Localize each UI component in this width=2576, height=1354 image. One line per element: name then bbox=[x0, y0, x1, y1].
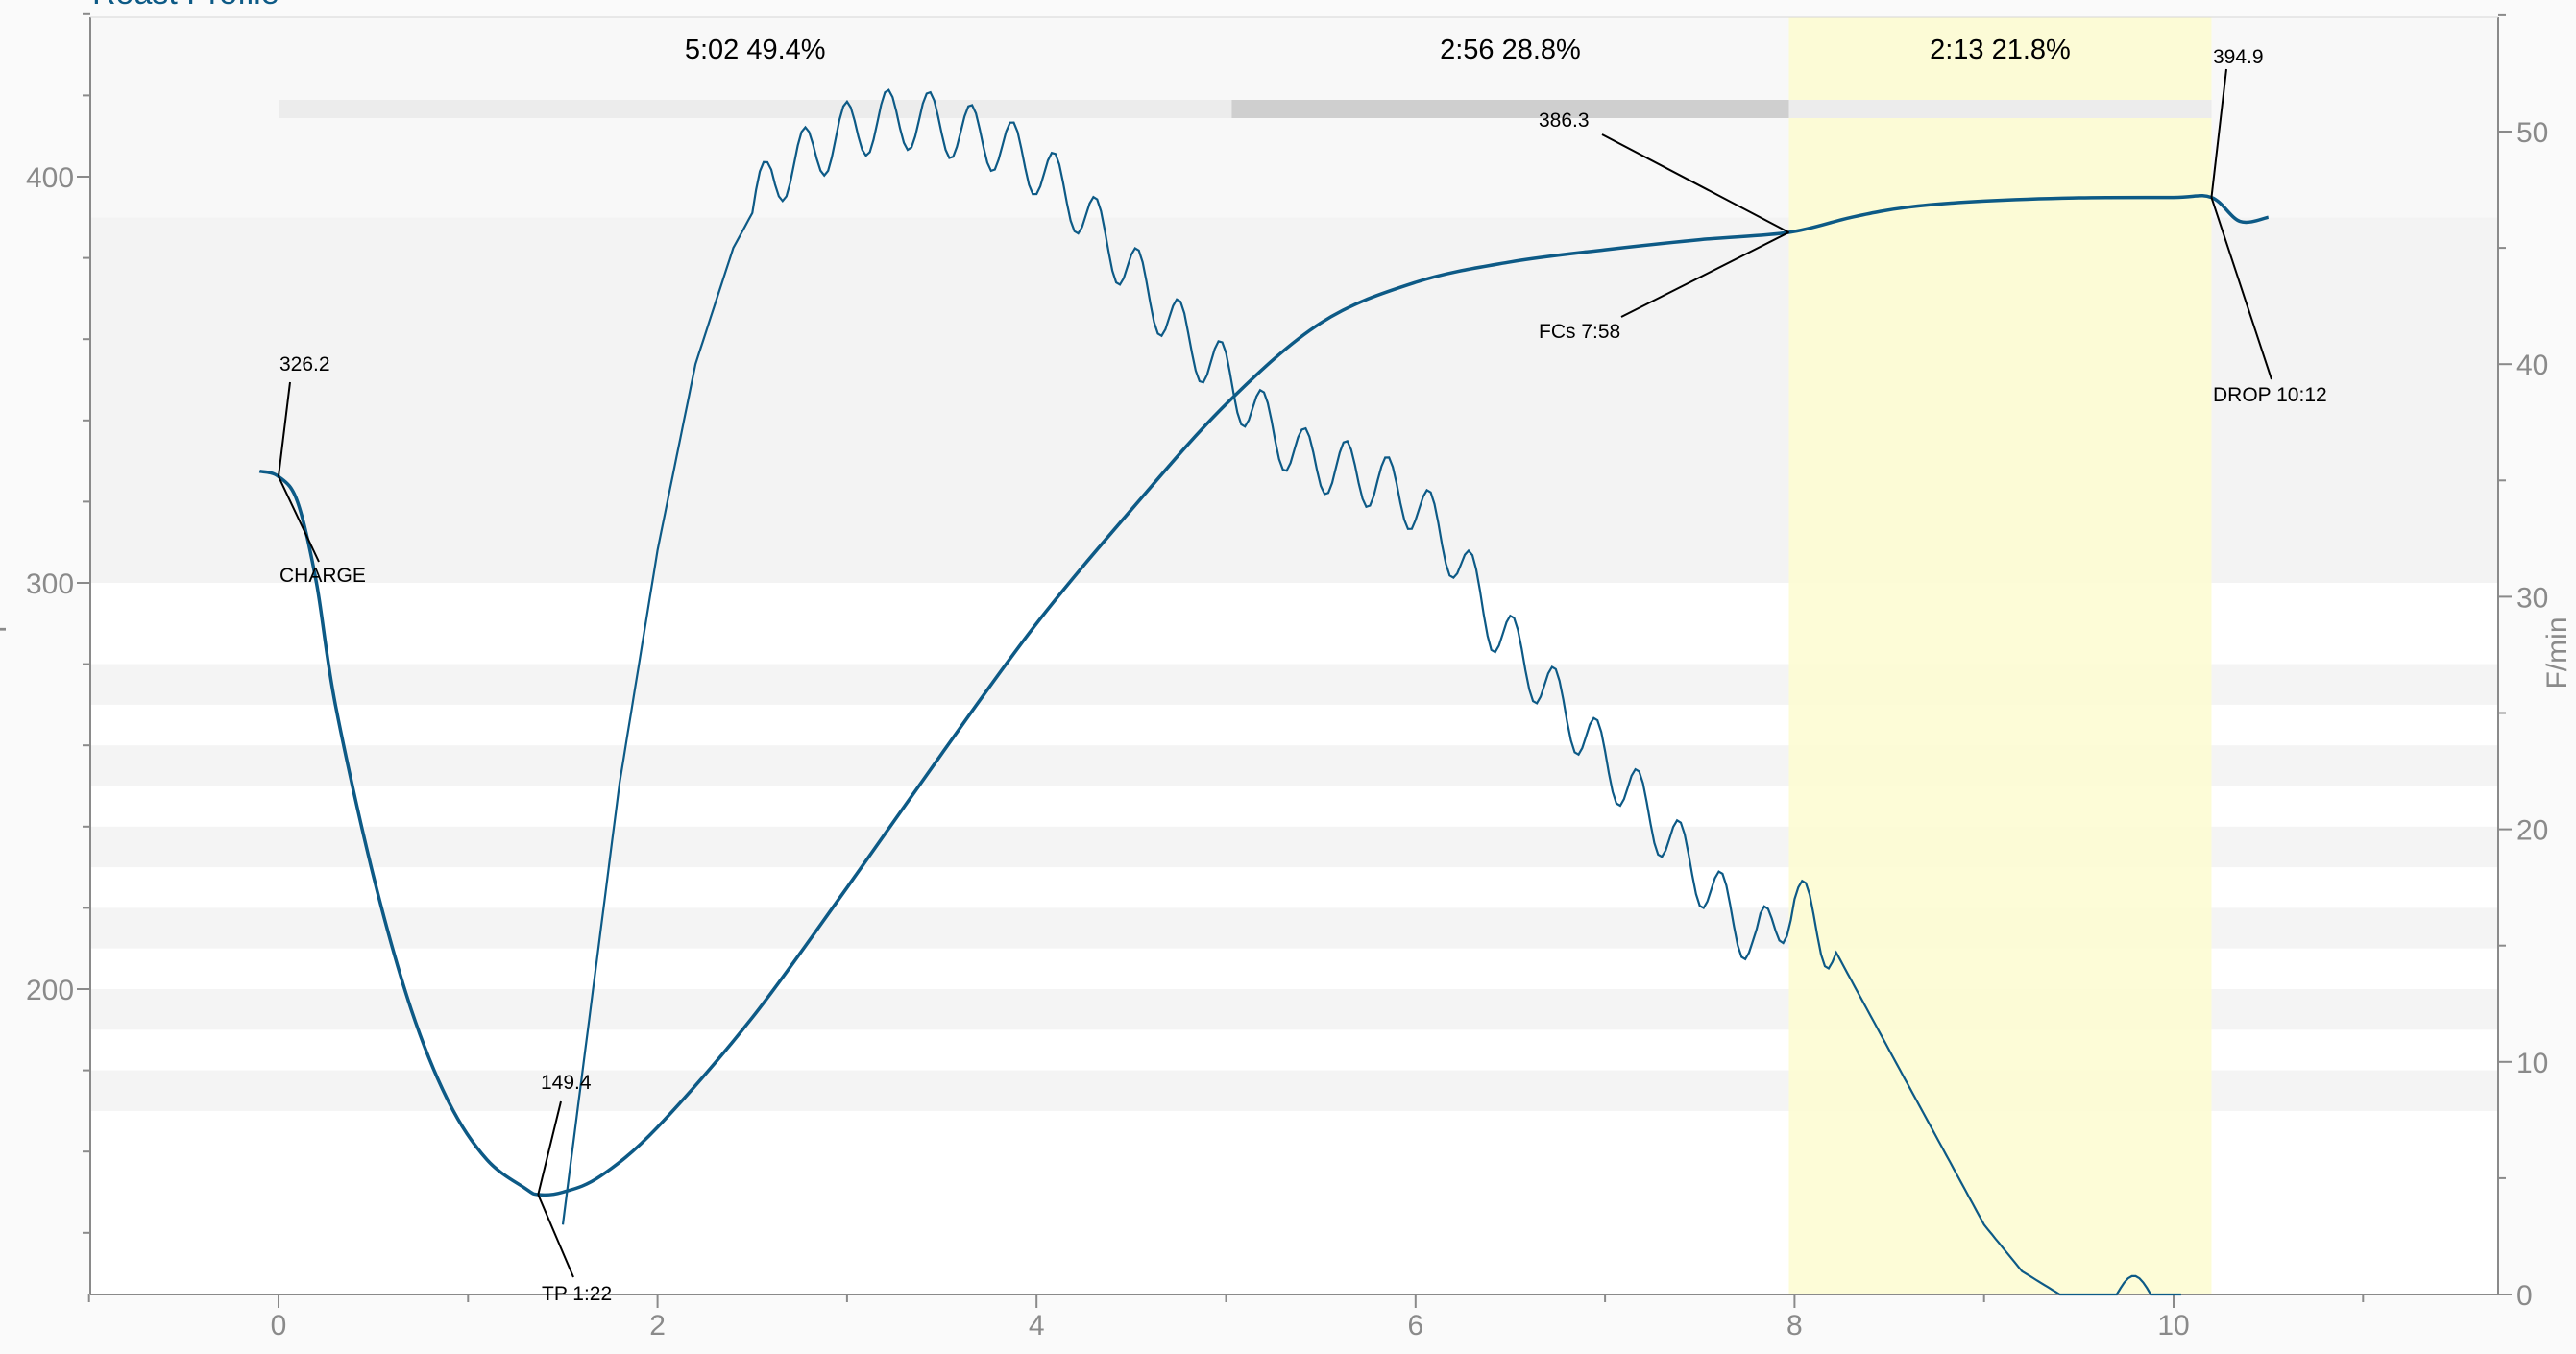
phase-bar: 5:02 49.4% 2:56 28.8% 2:13 21.8% bbox=[279, 35, 2212, 118]
x-tick-label: 0 bbox=[271, 1310, 287, 1342]
y-right-tick-label: 0 bbox=[2516, 1280, 2533, 1312]
development-phase-highlight bbox=[1788, 17, 2212, 1294]
x-tick-label: 8 bbox=[1786, 1310, 1803, 1342]
y-right-tick-label: 40 bbox=[2516, 350, 2548, 381]
fcs-value-leader bbox=[1601, 133, 1789, 233]
fcs-leader bbox=[1620, 231, 1789, 318]
tp-value-leader bbox=[537, 1100, 562, 1196]
phase-bar-segment-3 bbox=[1788, 100, 2212, 118]
drop-value-label: 394.9 bbox=[2213, 46, 2264, 68]
y-right-tick-label: 50 bbox=[2516, 117, 2548, 149]
y-left-tick-label: 200 bbox=[26, 975, 74, 1006]
phase-bar-segment-1 bbox=[279, 100, 1232, 118]
rate-of-rise-line bbox=[561, 88, 2181, 1296]
y-left-tick-label: 300 bbox=[26, 568, 74, 600]
phase-bar-segment-2 bbox=[1231, 100, 1789, 118]
phase-label-2: 2:56 28.8% bbox=[1440, 35, 1581, 65]
charge-value-leader bbox=[278, 381, 291, 477]
tp-value-label: 149.4 bbox=[541, 1072, 592, 1094]
bean-temperature-line bbox=[258, 193, 2270, 1197]
chart-title-partial: Roast Profile bbox=[92, 0, 279, 12]
y-right-tick-label: 10 bbox=[2516, 1048, 2548, 1079]
x-tick-label: 4 bbox=[1029, 1310, 1045, 1342]
tp-leader bbox=[537, 1194, 574, 1278]
left-axis-label-partial: F bbox=[0, 616, 12, 633]
right-axis-label: F/min bbox=[2541, 617, 2573, 689]
y-right-tick-label: 30 bbox=[2516, 582, 2548, 614]
phase-label-1: 5:02 49.4% bbox=[685, 35, 826, 65]
x-tick-label: 10 bbox=[2157, 1310, 2189, 1342]
charge-leader bbox=[278, 475, 320, 563]
phase-label-3: 2:13 21.8% bbox=[1930, 35, 2071, 65]
tp-label: TP 1:22 bbox=[542, 1283, 612, 1305]
drop-leader bbox=[2210, 197, 2272, 380]
charge-label: CHARGE bbox=[279, 565, 366, 587]
fcs-label: FCs 7:58 bbox=[1539, 321, 1620, 343]
x-tick-label: 2 bbox=[649, 1310, 666, 1342]
fcs-value-label: 386.3 bbox=[1539, 109, 1590, 132]
event-annotations: 326.2 CHARGE 149.4 TP 1:22 386.3 FCs 7:58 394.… bbox=[278, 46, 2327, 1305]
drop-value-leader bbox=[2210, 68, 2227, 198]
drop-label: DROP 10:12 bbox=[2213, 384, 2327, 406]
y-left-tick-label: 400 bbox=[26, 162, 74, 194]
charge-value-label: 326.2 bbox=[279, 353, 330, 375]
x-tick-label: 6 bbox=[1407, 1310, 1423, 1342]
y-right-tick-label: 20 bbox=[2516, 815, 2548, 847]
